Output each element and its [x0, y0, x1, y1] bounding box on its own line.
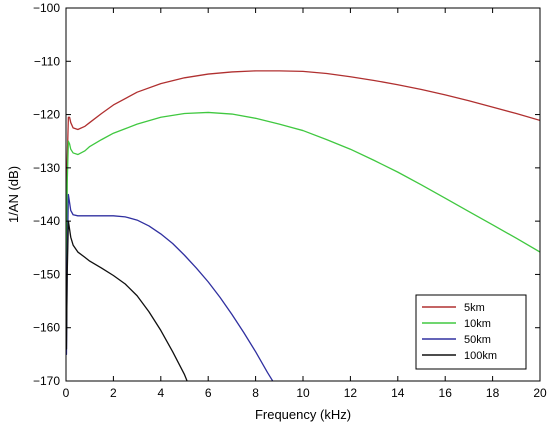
legend-label: 100km	[464, 350, 497, 362]
series-layer	[66, 70, 540, 381]
x-tick-label: 2	[110, 386, 117, 400]
x-tick-label: 18	[486, 386, 500, 400]
x-tick-label: 4	[157, 386, 164, 400]
series-line-100km	[66, 220, 188, 381]
legend-label: 10km	[464, 318, 491, 330]
x-tick-label: 14	[391, 386, 405, 400]
x-tick-label: 16	[439, 386, 453, 400]
y-tick-label: −140	[33, 214, 60, 228]
y-tick-label: −100	[33, 1, 60, 15]
y-axis-label: 1/AN (dB)	[6, 166, 21, 223]
x-tick-label: 10	[296, 386, 310, 400]
series-line-5km	[66, 70, 540, 276]
tick-layer: 0 2 4 6 8 10 12 14 16 18 20 −100 −110 −120 −130 −140 −15…	[33, 1, 547, 400]
x-tick-label: 6	[205, 386, 212, 400]
y-tick-label: −110	[34, 54, 60, 68]
y-tick-label: −160	[33, 321, 60, 335]
series-line-10km	[66, 111, 540, 329]
y-tick-label: −120	[33, 108, 60, 122]
legend: 5km 10km 50km 100km	[415, 294, 527, 370]
legend-label: 50km	[464, 334, 491, 346]
x-tick-label: 8	[252, 386, 259, 400]
x-tick-label: 20	[533, 386, 547, 400]
y-tick-label: −150	[33, 267, 60, 281]
x-tick-label: 0	[63, 386, 70, 400]
x-tick-label: 12	[344, 386, 358, 400]
y-tick-label: −130	[33, 161, 60, 175]
x-axis-label: Frequency (kHz)	[255, 407, 351, 422]
series-line-50km	[66, 193, 274, 381]
y-tick-label: −170	[33, 374, 60, 388]
legend-label: 5km	[464, 302, 485, 314]
